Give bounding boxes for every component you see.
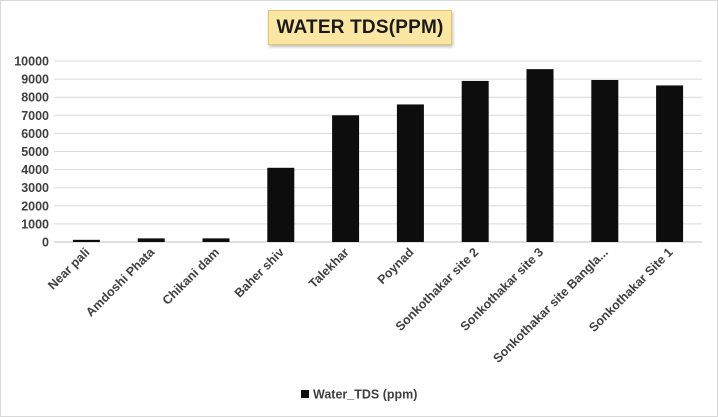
y-tick-label: 0 [42,236,49,250]
x-tick-label: Talekhar [306,245,352,291]
bar [72,239,100,242]
y-tick-label: 8000 [21,91,49,105]
x-tick-label: Poynad [375,245,417,287]
bar [267,167,295,242]
x-tick-label: Chikani dam [160,245,222,307]
legend-swatch [301,390,309,398]
y-tick-label: 1000 [21,217,49,231]
x-tick-label: Sonkothakar site Bangla... [491,245,611,365]
legend-label: Water_TDS (ppm) [313,388,417,402]
x-tick-label: Amdoshi Phata [83,244,158,319]
y-tick-label: 2000 [21,199,49,213]
y-tick-label: 7000 [21,109,49,123]
bar [461,80,489,242]
y-tick-label: 3000 [21,181,49,195]
bar [656,85,684,242]
chart-title: WATER TDS(PPM) [268,10,452,45]
bar [332,115,360,242]
y-tick-label: 4000 [21,163,49,177]
x-tick-label: Baher shiv [232,245,287,300]
bar [202,238,230,242]
y-tick-label: 5000 [21,145,49,159]
y-axis: 0 1000 2000 3000 4000 5000 6000 7000 8000 9000 100… [14,55,49,250]
bar [137,238,165,242]
bar [591,80,619,242]
bars [72,69,684,243]
bar [526,69,554,243]
y-tick-label: 10000 [14,55,49,69]
x-tick-label: Near pali [45,245,92,292]
y-tick-label: 9000 [21,73,49,87]
y-tick-label: 6000 [21,127,49,141]
bar [396,104,424,242]
legend: Water_TDS (ppm) [301,388,417,402]
